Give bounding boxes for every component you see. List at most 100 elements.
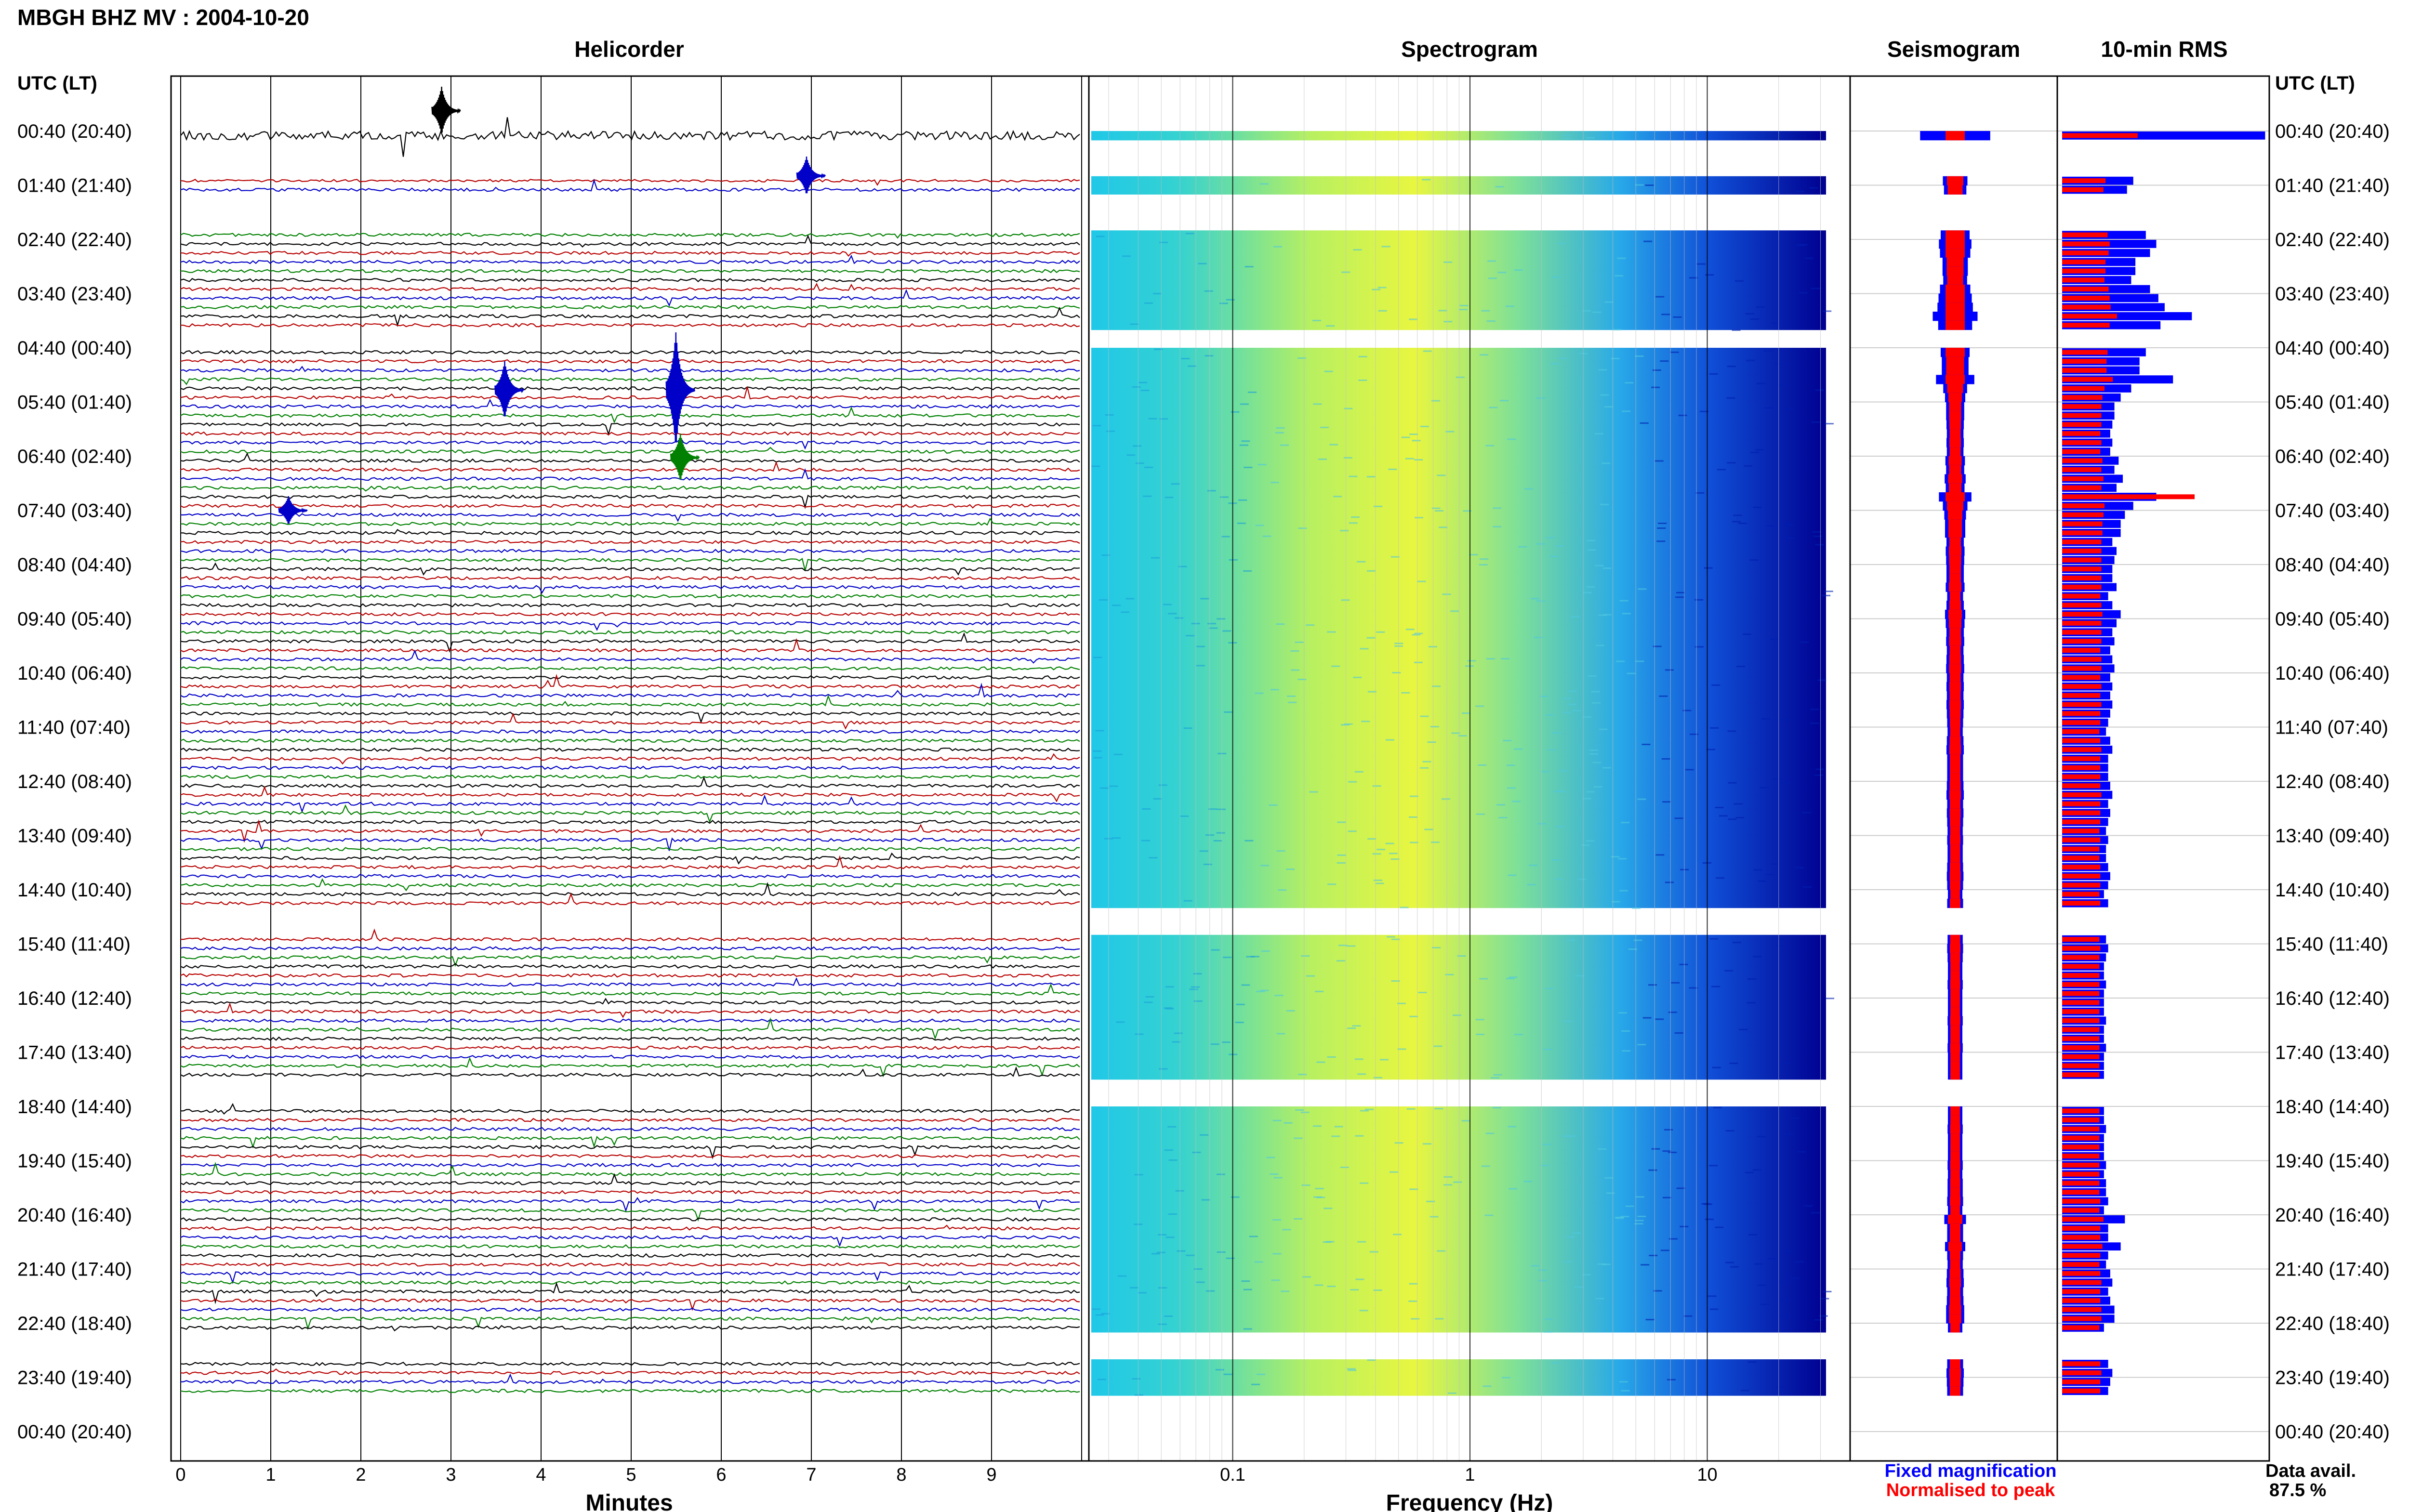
- spectrogram-speckle: [1443, 1184, 1453, 1186]
- spectrogram-speckle: [1456, 376, 1465, 378]
- spectrogram-row: [1091, 592, 1826, 601]
- spectrogram-speckle: [1538, 1269, 1547, 1271]
- spectrogram-speckle: [1756, 306, 1765, 308]
- utc-label-left: UTC (LT): [17, 73, 97, 94]
- spectrogram-speckle: [1409, 1015, 1418, 1017]
- time-label-left: 18:40 (14:40): [17, 1096, 132, 1118]
- spectrogram-row: [1091, 934, 1826, 945]
- spectrogram-speckle: [1251, 1383, 1260, 1385]
- spectrogram-speckle: [1783, 1250, 1792, 1252]
- spectrogram-speckle: [1313, 403, 1322, 405]
- time-label-right: 15:40 (11:40): [2275, 934, 2388, 955]
- seismogram-normalised-band: [1949, 1296, 1961, 1306]
- spectrogram-speckle: [1348, 830, 1357, 832]
- spectrogram-speckle: [1749, 559, 1759, 561]
- spectrogram-speckle: [1438, 310, 1447, 312]
- spectrogram-speckle: [1257, 1373, 1266, 1375]
- spectrogram-row: [1091, 1260, 1826, 1270]
- seismogram-normalised-band: [1950, 953, 1960, 962]
- spectrogram-speckle: [1595, 565, 1604, 566]
- spectrogram-speckle: [1488, 277, 1497, 279]
- helicorder-trace: [181, 529, 1080, 536]
- spectrogram-speckle: [1122, 255, 1131, 257]
- spectrogram-speckle: [1204, 290, 1213, 292]
- rms-bar-normalised: [2062, 404, 2102, 409]
- spectrogram-speckle: [1725, 1130, 1734, 1131]
- helicorder-trace: [180, 1271, 1080, 1285]
- spectrogram-speckle: [1508, 1126, 1517, 1128]
- helicorder-trace: [180, 1144, 1080, 1159]
- time-label-right: 23:40 (19:40): [2275, 1367, 2390, 1389]
- rms-bar-normalised: [2062, 946, 2101, 951]
- time-label-right: 09:40 (05:40): [2275, 609, 2390, 630]
- seismogram-normalised-band: [1950, 1106, 1960, 1116]
- spectrogram-speckle: [1709, 938, 1719, 940]
- spectrogram-row: [1091, 790, 1826, 800]
- seismogram-normalised-band: [1946, 293, 1965, 303]
- spectrogram-speckle: [1575, 975, 1585, 977]
- spectrogram-speckle: [1572, 1232, 1581, 1234]
- spectrogram-speckle: [1144, 1001, 1153, 1003]
- helicorder-trace: [180, 603, 1080, 607]
- spectrogram-speckle: [1545, 987, 1554, 989]
- spectrogram-speckle: [1795, 1261, 1804, 1263]
- spectrogram-speckle: [1437, 474, 1446, 476]
- spectrogram-row: [1091, 673, 1826, 683]
- spectrogram-row: [1091, 844, 1826, 854]
- spectrogram-speckle: [1498, 817, 1508, 818]
- spectrogram-speckle: [1704, 1203, 1712, 1205]
- rms-bar-normalised: [2062, 467, 2102, 473]
- spectrogram-speckle: [1583, 716, 1592, 718]
- spectrogram-speckle: [1334, 1126, 1343, 1128]
- spectrogram-speckle: [1791, 1277, 1800, 1279]
- spectrogram-speckle: [1815, 389, 1824, 391]
- spectrogram-speckle: [1278, 889, 1287, 891]
- helicorder-title: Helicorder: [574, 37, 684, 62]
- spectrogram-speckle: [1294, 1137, 1303, 1139]
- rms-bar-normalised: [2062, 1144, 2100, 1150]
- spectrogram-row: [1091, 1151, 1826, 1161]
- seismogram-normalised-band: [1949, 1314, 1961, 1324]
- spectrogram-speckle: [1148, 418, 1157, 420]
- spectrogram-speckle: [1249, 1236, 1258, 1237]
- spectrogram-speckle: [1210, 1043, 1219, 1045]
- spectrogram-speckle: [1262, 535, 1271, 537]
- spectrogram-speckle: [1164, 1149, 1173, 1151]
- helicorder-trace: [180, 562, 1080, 576]
- rms-bar-normalised: [2062, 666, 2102, 671]
- spectrogram-speckle: [1567, 1135, 1576, 1137]
- seismogram-normalised-band: [1950, 817, 1960, 827]
- seismogram-normalised-band: [1950, 898, 1960, 908]
- seismogram-normalised-band: [1949, 645, 1961, 656]
- rms-bar-normalised: [2062, 377, 2113, 382]
- spectrogram-speckle: [1093, 757, 1102, 759]
- spectrogram-speckle: [1774, 363, 1784, 365]
- spectrogram-row: [1091, 1170, 1826, 1179]
- spectrogram-row: [1091, 609, 1826, 619]
- seismogram-normalised-band: [1949, 709, 1961, 719]
- spectrogram-speckle: [1685, 769, 1694, 771]
- spectrogram-speckle: [1244, 840, 1254, 841]
- spectrogram-speckle: [1219, 302, 1228, 304]
- frequency-tick-label: 1: [1465, 1465, 1475, 1485]
- spectrogram-speckle: [1707, 749, 1716, 750]
- helicorder-trace: [180, 235, 1080, 248]
- spectrogram-row: [1091, 266, 1826, 276]
- spectrogram-speckle: [1713, 1106, 1722, 1108]
- spectrogram-speckle: [1129, 1287, 1138, 1288]
- spectrogram-speckle: [1482, 1385, 1492, 1387]
- spectrogram-speckle: [1747, 1361, 1757, 1363]
- spectrogram-speckle: [1437, 1250, 1446, 1252]
- spectrogram-speckle: [1180, 815, 1189, 817]
- seismogram-normalised-band: [1946, 230, 1965, 240]
- rms-bar-normalised: [2062, 539, 2102, 545]
- helicorder-trace: [180, 366, 1080, 373]
- rms-bar-normalised: [2062, 1181, 2100, 1186]
- spectrogram-row: [1091, 1314, 1826, 1324]
- spectrogram-speckle: [1611, 856, 1620, 858]
- spectrogram-speckle: [1661, 758, 1670, 760]
- seismogram-normalised-band: [1949, 601, 1961, 610]
- spectrogram-row: [1091, 781, 1826, 791]
- spectrogram-speckle: [1648, 984, 1657, 986]
- spectrogram-row: [1091, 817, 1826, 827]
